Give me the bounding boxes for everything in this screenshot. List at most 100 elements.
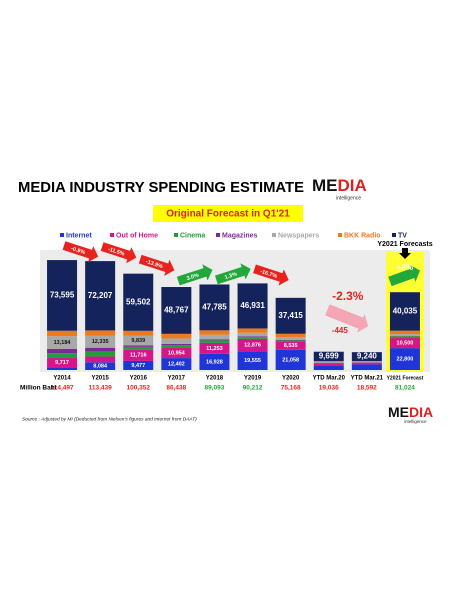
total-label: 86,438	[166, 385, 186, 392]
value-label: 40,035	[393, 307, 418, 316]
total-label: 113,439	[89, 385, 113, 392]
bar-segment	[237, 338, 268, 352]
bar-segment	[123, 346, 154, 350]
bar-segment	[47, 367, 78, 370]
logo-part: DIA	[338, 176, 367, 195]
legend-swatch	[174, 233, 178, 237]
total-label: 19,036	[319, 385, 339, 392]
value-label: 11,253	[206, 346, 223, 352]
forecast-header: Y2021 Forecasts	[377, 241, 432, 248]
growth-label: -0.9%	[70, 246, 86, 256]
legend-label: Cinema	[180, 232, 205, 239]
value-label: 72,207	[88, 291, 113, 300]
total-label: 81,024	[395, 385, 415, 392]
legend-label: Out of Home	[116, 232, 158, 239]
x-tick-label: YTD Mar.21	[351, 376, 384, 382]
arrow-shape	[253, 264, 289, 286]
bar-segment	[389, 338, 420, 349]
bar-segment	[275, 337, 306, 340]
bar-segment	[161, 343, 192, 346]
value-label: 21,058	[282, 357, 299, 363]
logo-part: DIA	[409, 404, 433, 420]
bar-segment	[199, 342, 230, 354]
value-label: 10,954	[168, 350, 186, 356]
growth-arrow: -0.9%	[62, 241, 99, 263]
value-label: 46,931	[240, 301, 265, 310]
bar-segment	[275, 341, 306, 350]
bar-segment	[47, 353, 78, 359]
value-label: 16,928	[206, 359, 223, 365]
legend-swatch	[272, 233, 276, 237]
bar-segment	[199, 340, 230, 343]
subtitle-box	[153, 205, 303, 222]
bar-segment	[85, 356, 116, 363]
legend-swatch	[338, 233, 342, 237]
value-label: 9,477	[131, 363, 145, 369]
bar-segment	[123, 349, 154, 361]
arrow-shape	[100, 242, 137, 264]
logo: MEDIA	[312, 176, 367, 195]
bar-segment	[351, 361, 382, 363]
value-label: 48,767	[164, 306, 189, 315]
arrow-shape	[214, 263, 251, 285]
x-tick-label: Y2019	[244, 376, 262, 382]
bar-segment	[351, 352, 382, 362]
bar-segment	[85, 351, 116, 357]
legend-swatch	[60, 233, 64, 237]
value-label: 9,717	[55, 360, 69, 366]
bar-segment	[389, 330, 420, 335]
arrow-shape	[388, 264, 420, 287]
bar-segment	[47, 330, 78, 337]
arrow-shape	[176, 264, 213, 286]
x-tick-label: Y2014	[53, 376, 71, 382]
bar-segment	[161, 333, 192, 339]
value-label: 12,335	[92, 339, 109, 345]
growth-arrow	[325, 304, 369, 333]
bar-segment	[313, 365, 344, 370]
value-label: 59,502	[126, 297, 151, 306]
growth-label: 3.0%	[186, 272, 200, 282]
legend-label: Internet	[66, 232, 92, 239]
bar-segment	[199, 284, 230, 331]
value-label: 22,800	[397, 357, 414, 363]
bar-segment	[237, 332, 268, 337]
growth-label: -11.5%	[107, 247, 125, 258]
subtitle: Original Forecast in Q1'21	[166, 209, 290, 220]
x-tick-label: Y2018	[206, 376, 224, 382]
bar-segment	[389, 348, 420, 370]
x-tick-label: YTD Mar.20	[313, 376, 346, 382]
ytd-diff: -445	[332, 326, 349, 335]
value-label: 13,184	[54, 340, 72, 346]
value-label: 9,240	[357, 352, 378, 361]
arrow-shape	[138, 254, 175, 276]
bar-segment	[313, 361, 344, 362]
bar-segment	[275, 349, 306, 370]
growth-arrow	[388, 264, 420, 287]
x-tick-label: Y2016	[130, 376, 148, 382]
chart-title: MEDIA INDUSTRY SPENDING ESTIMATE	[18, 179, 304, 196]
total-label: 114,497	[50, 385, 74, 392]
value-label: 9,839	[131, 338, 145, 344]
bar-segment	[47, 260, 78, 331]
bar-segment	[275, 333, 306, 338]
bar-segment	[199, 330, 230, 335]
value-label: 8,084	[93, 364, 108, 370]
growth-label: -16.7%	[259, 269, 278, 280]
arrow-shape	[62, 241, 99, 263]
logo-tagline: intelligence	[336, 195, 361, 201]
bar-segment	[313, 363, 344, 366]
bar-segment	[85, 362, 116, 370]
bar-segment	[237, 328, 268, 333]
growth-arrow: 1.3%	[214, 263, 251, 285]
legend-label: TV	[398, 232, 407, 239]
bar-segment	[123, 345, 154, 347]
bar-segment	[351, 362, 382, 365]
forecast-growth: +8%	[397, 263, 413, 272]
bar-segment	[47, 348, 78, 354]
bar-segment	[47, 336, 78, 349]
value-label: 47,785	[202, 303, 227, 312]
bar-segment	[85, 335, 116, 348]
value-label: 12,402	[168, 362, 185, 368]
bar-segment	[85, 330, 116, 336]
x-tick-label: Y2015	[91, 376, 109, 382]
